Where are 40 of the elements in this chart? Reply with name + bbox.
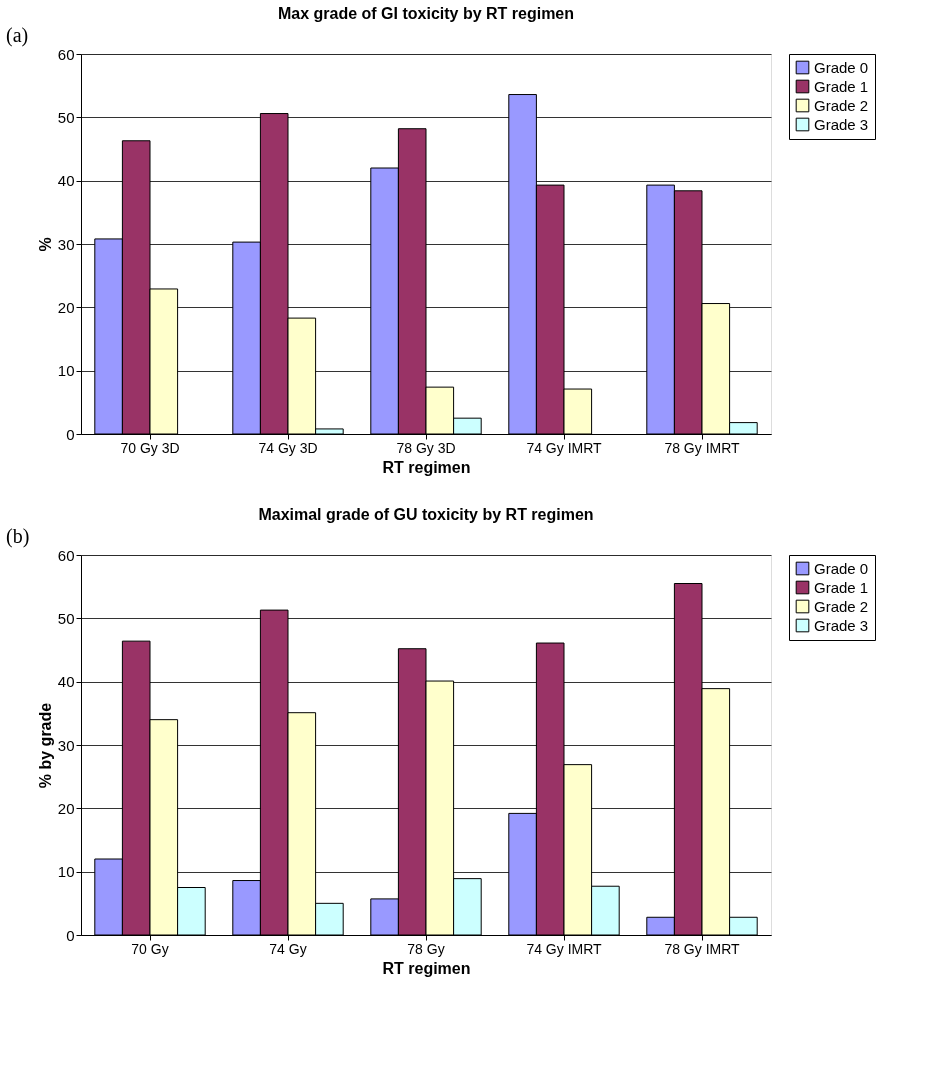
chart-title: Maximal grade of GU toxicity by RT regimen: [258, 506, 594, 523]
y-tick-label: 60: [57, 546, 75, 564]
x-tick-label: 78 Gy: [407, 940, 445, 957]
y-tick-label: 20: [57, 298, 75, 316]
x-axis-title: RT regimen: [382, 959, 471, 977]
legend-label: Grade 2: [814, 96, 869, 114]
x-tick-label: 70 Gy: [131, 940, 169, 957]
legend-label: Grade 3: [814, 616, 869, 634]
text: (b): [6, 525, 30, 548]
x-tick-label: 74 Gy IMRT: [526, 439, 603, 456]
x-tick-label: 74 Gy 3D: [258, 439, 318, 456]
legend-label: Grade 3: [814, 115, 869, 133]
x-tick-label: 78 Gy 3D: [396, 439, 456, 456]
legend-label: Grade 1: [814, 77, 869, 95]
y-tick-label: 0: [66, 425, 75, 443]
x-tick-label: 70 Gy 3D: [120, 439, 180, 456]
x-tick-label: 74 Gy IMRT: [526, 940, 603, 957]
y-axis-title: %: [36, 237, 54, 252]
y-tick-label: 50: [57, 609, 75, 627]
y-tick-label: 30: [57, 235, 75, 253]
y-tick-label: 40: [57, 172, 75, 190]
legend-label: Grade 2: [814, 597, 869, 615]
x-tick-label: 78 Gy IMRT: [664, 940, 741, 957]
legend-label: Grade 1: [814, 578, 869, 596]
y-tick-label: 20: [57, 799, 75, 817]
text: (a): [6, 24, 29, 47]
legend-label: Grade 0: [814, 58, 869, 76]
y-tick-label: 10: [57, 863, 75, 881]
y-tick-label: 30: [57, 736, 75, 754]
x-tick-label: 74 Gy: [269, 940, 307, 957]
y-tick-label: 10: [57, 362, 75, 380]
y-tick-label: 50: [57, 108, 75, 126]
legend-label: Grade 0: [814, 559, 869, 577]
x-axis-title: RT regimen: [382, 458, 471, 476]
x-tick-label: 78 Gy IMRT: [664, 439, 741, 456]
y-tick-label: 60: [57, 45, 75, 63]
chart-title: Max grade of GI toxicity by RT regimen: [277, 5, 575, 22]
y-tick-label: 0: [66, 926, 75, 944]
y-axis-title: % by grade: [36, 702, 54, 789]
y-tick-label: 40: [57, 673, 75, 691]
